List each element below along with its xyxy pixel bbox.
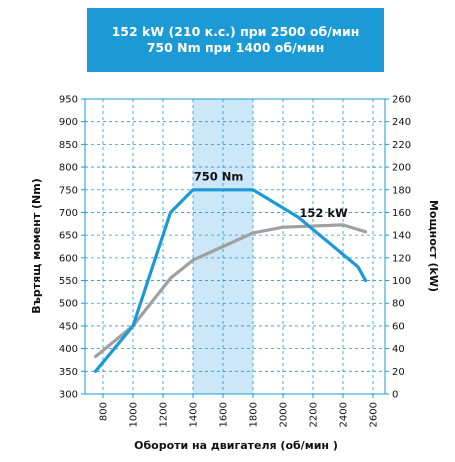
y-right-tick-label: 100 [392, 276, 411, 287]
y-right-tick-label: 60 [392, 321, 405, 332]
y-left-tick-label: 950 [59, 95, 78, 106]
y-left-tick-label: 550 [59, 276, 78, 287]
x-tick-label: 1000 [129, 402, 140, 427]
y-left-tick-label: 300 [59, 390, 78, 401]
y-left-tick-label: 650 [59, 231, 78, 242]
y-right-tick-label: 180 [392, 185, 411, 196]
x-tick-label: 2200 [309, 402, 320, 427]
x-tick-label: 2600 [369, 402, 380, 427]
power-series-line [93, 223, 368, 359]
header-line-power: 152 kW (210 к.с.) при 2500 об/мин [111, 24, 360, 39]
y-right-tick-label: 160 [392, 208, 411, 219]
x-tick-label: 1200 [159, 402, 170, 427]
y-left-tick-label: 750 [59, 185, 78, 196]
x-tick-label: 2400 [339, 402, 350, 427]
x-tick-label: 2000 [279, 402, 290, 427]
y-right-tick-label: 220 [392, 140, 411, 151]
y-left-tick-label: 400 [59, 344, 78, 355]
x-tick-label: 1400 [189, 402, 200, 427]
y-left-tick-label: 800 [59, 163, 78, 174]
y-left-tick-label: 450 [59, 321, 78, 332]
torque-series-line [93, 188, 368, 373]
y-right-tick-label: 0 [392, 390, 398, 401]
x-tick-label: 1800 [249, 402, 260, 427]
y-right-tick-label: 120 [392, 253, 411, 264]
torque-peak-label: 750 Nm [194, 170, 244, 184]
x-axis-title: Обороти на двигателя (об/мин ) [134, 439, 338, 452]
y-right-tick-label: 20 [392, 367, 405, 378]
y-right-tick-label: 80 [392, 299, 405, 310]
y-right-tick-label: 40 [392, 344, 405, 355]
y-left-tick-label: 600 [59, 253, 78, 264]
y-right-tick-label: 140 [392, 231, 411, 242]
y-axis-left-title: Въртящ момент (Nm) [30, 178, 43, 313]
y-left-tick-label: 900 [59, 117, 78, 128]
header-line-torque: 750 Nm при 1400 об/мин [146, 40, 325, 55]
y-left-tick-label: 500 [59, 299, 78, 310]
power-peak-label: 152 kW [299, 206, 348, 220]
header-banner: 152 kW (210 к.с.) при 2500 об/мин 750 Nm… [87, 8, 384, 72]
y-left-tick-label: 700 [59, 208, 78, 219]
y-right-tick-label: 260 [392, 95, 411, 106]
x-tick-label: 1600 [219, 402, 230, 427]
y-right-tick-label: 200 [392, 163, 411, 174]
x-tick-label: 800 [99, 402, 110, 421]
plot-frame [84, 98, 386, 395]
y-axis-right-title: Мощност (kW) [427, 200, 440, 292]
y-left-tick-label: 850 [59, 140, 78, 151]
y-right-tick-label: 240 [392, 117, 411, 128]
y-left-tick-label: 350 [59, 367, 78, 378]
